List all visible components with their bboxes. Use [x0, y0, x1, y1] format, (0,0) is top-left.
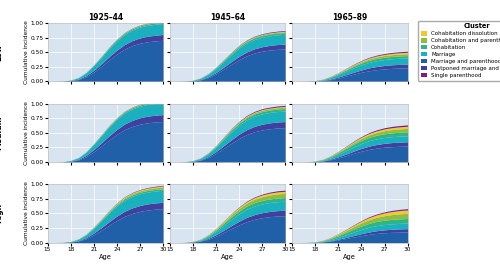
Legend: Cohabitation dissolution, Cohabitation and parenthood, Cohabitation, Marriage, M: Cohabitation dissolution, Cohabitation a…: [418, 21, 500, 80]
Title: 1925–44: 1925–44: [88, 13, 123, 22]
Text: Low: Low: [0, 44, 4, 61]
Y-axis label: Cumulative incidence: Cumulative incidence: [24, 181, 29, 245]
Y-axis label: Cumulative incidence: Cumulative incidence: [24, 20, 29, 84]
X-axis label: Age: Age: [344, 254, 356, 260]
Title: 1945–64: 1945–64: [210, 13, 245, 22]
Y-axis label: Cumulative incidence: Cumulative incidence: [24, 101, 29, 165]
Title: 1965–89: 1965–89: [332, 13, 368, 22]
Text: High: High: [0, 203, 4, 223]
Text: Medium: Medium: [0, 115, 4, 150]
X-axis label: Age: Age: [99, 254, 112, 260]
X-axis label: Age: Age: [221, 254, 234, 260]
